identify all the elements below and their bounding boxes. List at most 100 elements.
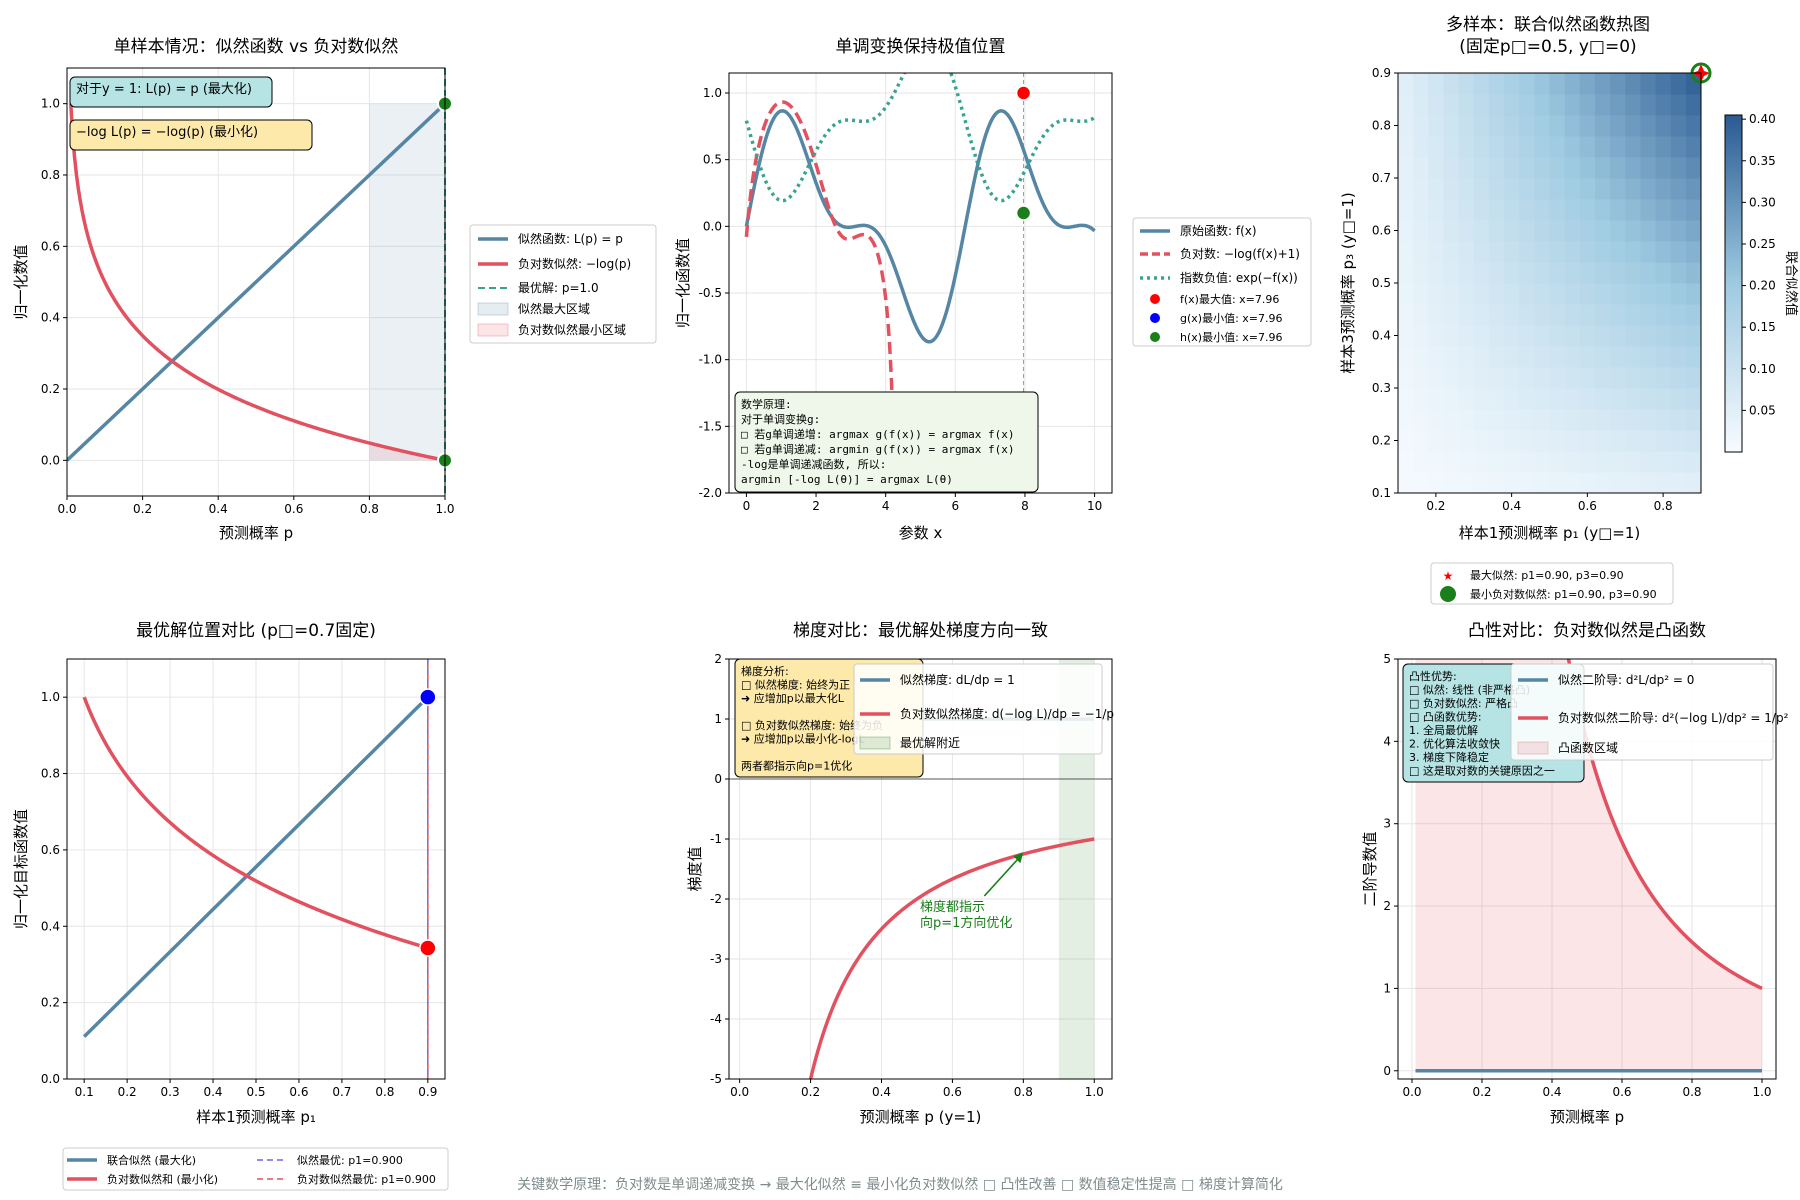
heatmap-cell [1398, 199, 1414, 221]
textbox-line: ➜ 应增加p以最大化L [741, 691, 845, 705]
heatmap-cell [1625, 430, 1641, 452]
heatmap-cell [1594, 178, 1611, 200]
f-max-point [1015, 85, 1032, 101]
heatmap-cell [1549, 283, 1566, 305]
heatmap-cell [1398, 472, 1414, 494]
y-tick-label: -2 [710, 892, 722, 906]
heatmap-cell [1670, 325, 1687, 347]
heatmap-cell [1564, 325, 1581, 347]
heatmap-cell [1610, 409, 1626, 431]
heatmap-cell [1610, 136, 1626, 158]
heatmap-cell [1398, 325, 1414, 347]
legend-label: 似然函数: L(p) = p [518, 231, 623, 246]
heatmap-cell [1594, 388, 1611, 410]
legend-frame [1430, 562, 1674, 605]
y-tick-label: 1.0 [41, 690, 60, 704]
chart-title: 多样本：联合似然函数热图 [1446, 15, 1650, 35]
x-tick-label: 0.6 [289, 1085, 308, 1099]
heatmap-cell [1640, 451, 1657, 473]
heatmap-cell [1670, 220, 1687, 242]
heatmap-cell [1473, 136, 1490, 158]
heatmap-cell [1443, 346, 1460, 368]
x-axis-label: 预测概率 p [1550, 1108, 1624, 1126]
heatmap-cell [1413, 199, 1429, 221]
heatmap-cell [1625, 73, 1641, 95]
heatmap-cell [1443, 241, 1460, 263]
heatmap-cell [1549, 430, 1566, 452]
heatmap-cell [1534, 346, 1550, 368]
heatmap-cell [1428, 262, 1444, 284]
neglog-function-line [744, 100, 896, 493]
heatmap-cell [1504, 136, 1520, 158]
heatmap-cell [1504, 451, 1520, 473]
y-tick-label: 1.0 [703, 86, 722, 100]
heatmap-cell [1519, 241, 1535, 263]
heatmap-cell [1534, 283, 1550, 305]
heatmap-cell [1428, 451, 1444, 473]
x-tick-label: 0.8 [1654, 499, 1673, 513]
heatmap-cell [1685, 388, 1702, 410]
heatmap-cell [1670, 283, 1687, 305]
x-axis-label: 预测概率 p (y=1) [860, 1108, 982, 1126]
heatmap-cell [1564, 94, 1581, 116]
plot-frame [1397, 72, 1702, 494]
heatmap-cell [1413, 451, 1429, 473]
heatmap-cell [1564, 388, 1581, 410]
y-tick-label: 0.6 [41, 843, 60, 857]
heatmap-cell [1685, 430, 1702, 452]
heatmap-cell [1594, 199, 1611, 221]
heatmap-cell [1594, 451, 1611, 473]
heatmap-cell [1458, 178, 1475, 200]
y-tick-label: 0.2 [41, 996, 60, 1010]
heatmap-cell [1564, 199, 1581, 221]
heatmap-cell [1610, 325, 1626, 347]
chart-p5: 0.0 0.2 0.4 0.6 0.8 1.0 -5 -4 -3 -2 -1 0 1 2 梯度对比：最优解处… [686, 621, 1114, 1126]
heatmap-cell [1473, 220, 1490, 242]
heatmap-cell [1519, 262, 1535, 284]
heatmap-cell [1564, 73, 1581, 95]
heatmap-cell [1534, 304, 1550, 326]
x-tick-label: 6 [951, 499, 959, 513]
joint-likelihood-line [82, 695, 430, 1038]
y-tick-label: 0.4 [41, 311, 60, 325]
legend-patch [1517, 741, 1549, 755]
heatmap-cell [1443, 367, 1460, 389]
heatmap-cell [1458, 451, 1475, 473]
heatmap-cell [1640, 220, 1657, 242]
heatmap-cell [1640, 262, 1657, 284]
x-tick-label: 0.6 [284, 502, 303, 516]
heatmap-cell [1685, 367, 1702, 389]
footer-note: 关键数学原理：负对数是单调递减变换 → 最大化似然 ≡ 最小化负对数似然 □ 凸… [517, 1177, 1283, 1193]
heatmap-cell [1519, 220, 1535, 242]
heatmap-cell [1655, 472, 1672, 494]
heatmap-cell [1625, 115, 1641, 137]
heatmap-cell [1504, 94, 1520, 116]
heatmap-cell [1670, 241, 1687, 263]
y-tick-label: 0.0 [41, 1072, 60, 1086]
x-tick-label: 10 [1087, 499, 1102, 513]
heatmap-cell [1458, 115, 1475, 137]
heatmap-cell [1594, 472, 1611, 494]
legend-frame [62, 1147, 449, 1191]
y-axis-label: 样本3预测概率 p₃ (y□=1) [1339, 192, 1357, 373]
y-tick-label: 0.2 [1372, 434, 1391, 448]
x-tick-label: 0.2 [133, 502, 152, 516]
legend-patch [477, 302, 509, 316]
textbox-line: -log是单调递减函数, 所以: [741, 457, 886, 471]
heatmap-cell [1488, 283, 1505, 305]
heatmap-cell [1610, 472, 1626, 494]
heatmap-cell [1594, 262, 1611, 284]
heatmap-cell [1549, 388, 1566, 410]
x-tick-label: 2 [812, 499, 820, 513]
heatmap-cell [1443, 325, 1460, 347]
heatmap-cell [1504, 304, 1520, 326]
textbox-line: −log L(p) = −log(p) (最小化) [76, 125, 258, 140]
heatmap-cell [1428, 388, 1444, 410]
heatmap-cell [1549, 157, 1566, 179]
x-tick-label: 0.8 [1014, 1085, 1033, 1099]
heatmap-cell [1564, 220, 1581, 242]
heatmap-cell [1610, 115, 1626, 137]
x-tick-label: 0.6 [1578, 499, 1597, 513]
heatmap-cell [1413, 367, 1429, 389]
heatmap-cell [1519, 178, 1535, 200]
